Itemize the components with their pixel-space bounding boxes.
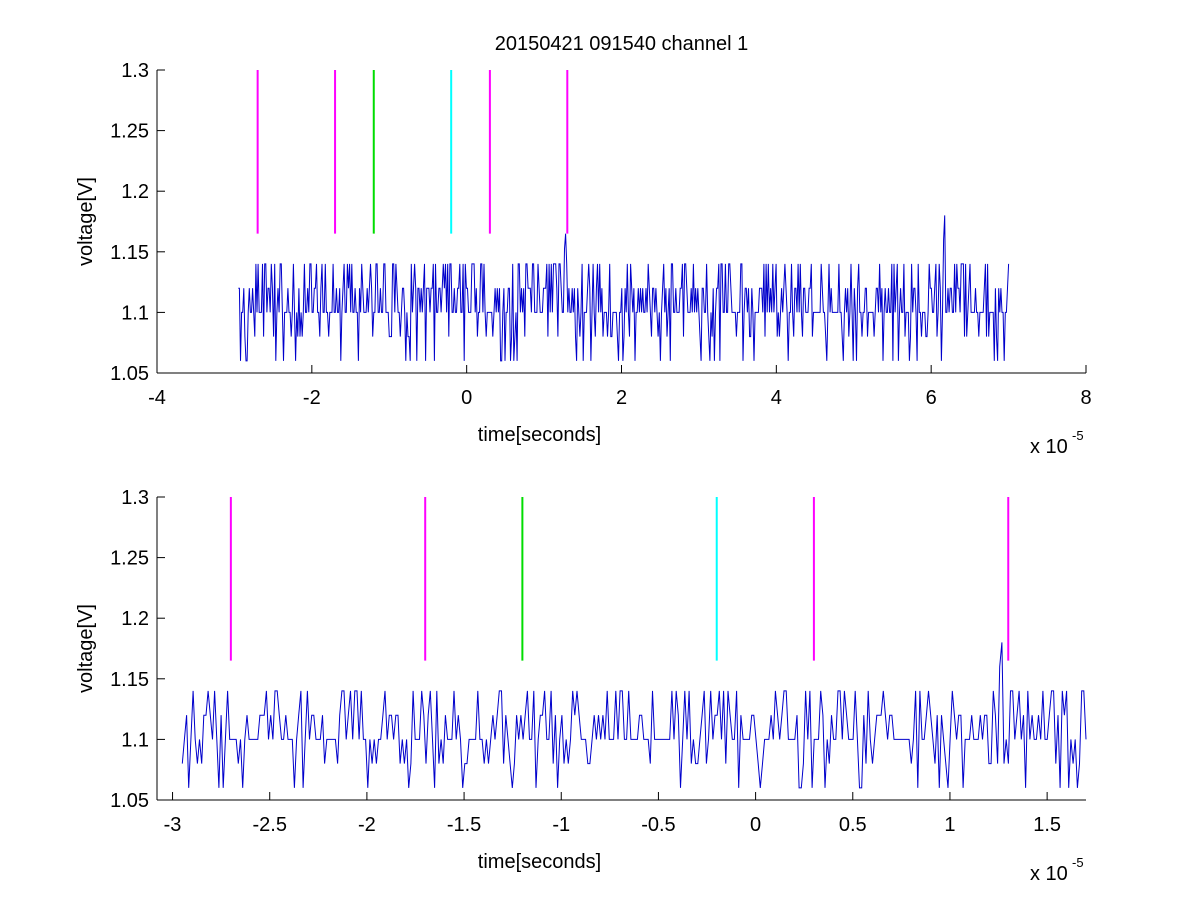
x-axis-label: time[seconds]	[478, 424, 601, 446]
x-tick-label: -3	[164, 814, 182, 836]
bottom-plot: -3 -2.5 -2 -1.5 -1 -0.5 0 0.5 1 1.5 1.05 1.1 1.15 1.2…	[75, 487, 1087, 885]
x-tick-label: -0.5	[641, 814, 675, 836]
signal-line	[238, 215, 1010, 362]
y-tick-label: 1.1	[121, 302, 149, 324]
y-tick-label: 1.25	[110, 121, 149, 143]
x-tick-label: -2	[303, 387, 321, 409]
top-plot: 20150421 091540 channel 1 -4 -2 0 2 4 6 8 1.05 1.…	[75, 33, 1092, 458]
x-multiplier-exponent: -5	[1072, 428, 1084, 443]
x-tick-label: 8	[1080, 387, 1091, 409]
x-tick-label: 0.5	[839, 814, 867, 836]
y-tick-label: 1.05	[110, 363, 149, 385]
x-tick-label: -1	[552, 814, 570, 836]
chart-title: 20150421 091540 channel 1	[495, 33, 749, 55]
y-axis-label: voltage[V]	[75, 604, 97, 693]
x-tick-label: 4	[771, 387, 782, 409]
x-tick-label: 6	[926, 387, 937, 409]
y-tick-label: 1.2	[121, 608, 149, 630]
y-tick-label: 1.05	[110, 790, 149, 812]
x-tick-label: 1.5	[1033, 814, 1061, 836]
x-tick-label: -2	[358, 814, 376, 836]
x-tick-label: -2.5	[252, 814, 286, 836]
x-tick-label: 0	[750, 814, 761, 836]
x-tick-label: 1	[944, 814, 955, 836]
x-tick-label: 2	[616, 387, 627, 409]
x-tick-label: -4	[148, 387, 166, 409]
x-multiplier-exponent: -5	[1072, 855, 1084, 870]
x-tick-label: 0	[461, 387, 472, 409]
y-tick-label: 1.25	[110, 548, 149, 570]
x-multiplier: x 10	[1030, 863, 1068, 885]
x-tick-label: -1.5	[447, 814, 481, 836]
y-tick-label: 1.2	[121, 181, 149, 203]
y-axis-label: voltage[V]	[75, 177, 97, 266]
y-tick-label: 1.15	[110, 669, 149, 691]
signal-line	[181, 642, 1087, 789]
x-multiplier: x 10	[1030, 436, 1068, 458]
x-axis-label: time[seconds]	[478, 851, 601, 873]
y-tick-label: 1.1	[121, 729, 149, 751]
y-tick-label: 1.3	[121, 60, 149, 82]
y-tick-label: 1.15	[110, 242, 149, 264]
y-tick-label: 1.3	[121, 487, 149, 509]
